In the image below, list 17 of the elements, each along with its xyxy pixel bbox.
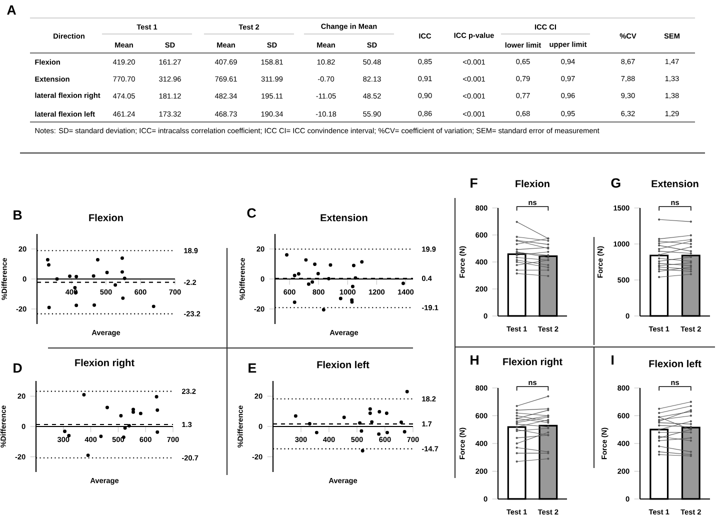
chart-title: Flexion right: [75, 358, 134, 368]
chart-title: Flexion right: [503, 358, 562, 368]
chart-title: Extension: [320, 214, 368, 222]
chart-title: Flexion: [89, 214, 123, 222]
text: D: [14, 363, 22, 373]
chart-title: Flexion: [516, 180, 550, 188]
text: F: [470, 178, 478, 188]
text: B: [14, 210, 22, 220]
text: H: [470, 355, 478, 365]
text: E: [248, 363, 256, 373]
chart-title: Flexion left: [317, 360, 370, 368]
text: C: [247, 208, 256, 218]
chart-title: Flexion left: [649, 360, 702, 368]
text: I: [612, 355, 614, 365]
chart-title: Extension: [652, 180, 698, 188]
text: G: [611, 178, 620, 188]
text: A: [7, 5, 16, 15]
